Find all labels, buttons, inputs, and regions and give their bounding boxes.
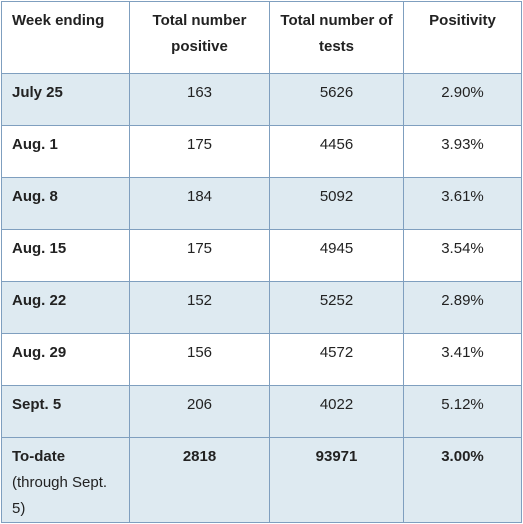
positive-cell: 163 <box>129 73 270 126</box>
positivity-cell: 5.12% <box>403 385 522 438</box>
header-total-tests: Total number of tests <box>269 1 404 74</box>
header-week-ending: Week ending <box>1 1 130 74</box>
week-cell: July 25 <box>1 73 130 126</box>
positive-cell: 156 <box>129 333 270 386</box>
positive-cell: 184 <box>129 177 270 230</box>
week-cell: Aug. 15 <box>1 229 130 282</box>
tests-cell: 4022 <box>269 385 404 438</box>
positivity-cell: 3.41% <box>403 333 522 386</box>
tests-cell: 5092 <box>269 177 404 230</box>
positivity-cell: 2.90% <box>403 73 522 126</box>
week-cell: Aug. 22 <box>1 281 130 334</box>
total-row: To-date (through Sept. 5) 2818 93971 3.0… <box>1 437 522 523</box>
positive-cell: 175 <box>129 229 270 282</box>
tests-cell: 4572 <box>269 333 404 386</box>
positivity-cell: 3.54% <box>403 229 522 282</box>
positive-cell: 152 <box>129 281 270 334</box>
total-label: To-date <box>12 448 66 465</box>
total-positive-cell: 2818 <box>129 437 270 523</box>
positive-cell: 206 <box>129 385 270 438</box>
table-row: Aug. 29 156 4572 3.41% <box>1 333 522 386</box>
tests-cell: 5252 <box>269 281 404 334</box>
table-row: July 25 163 5626 2.90% <box>1 73 522 126</box>
week-cell: Aug. 29 <box>1 333 130 386</box>
positive-cell: 175 <box>129 125 270 178</box>
total-label-cell: To-date (through Sept. 5) <box>1 437 130 523</box>
header-positivity: Positivity <box>403 1 522 74</box>
table-row: Aug. 1 175 4456 3.93% <box>1 125 522 178</box>
header-total-positive: Total number positive <box>129 1 270 74</box>
positivity-cell: 3.93% <box>403 125 522 178</box>
positivity-cell: 3.61% <box>403 177 522 230</box>
tests-cell: 4456 <box>269 125 404 178</box>
table-row: Sept. 5 206 4022 5.12% <box>1 385 522 438</box>
week-cell: Aug. 8 <box>1 177 130 230</box>
week-cell: Sept. 5 <box>1 385 130 438</box>
tests-cell: 5626 <box>269 73 404 126</box>
table-row: Aug. 15 175 4945 3.54% <box>1 229 522 282</box>
tests-cell: 4945 <box>269 229 404 282</box>
total-tests-cell: 93971 <box>269 437 404 523</box>
table-row: Aug. 8 184 5092 3.61% <box>1 177 522 230</box>
positivity-cell: 2.89% <box>403 281 522 334</box>
total-positivity-cell: 3.00% <box>403 437 522 523</box>
table-row: Aug. 22 152 5252 2.89% <box>1 281 522 334</box>
total-label-note: (through Sept. 5) <box>12 474 108 517</box>
week-cell: Aug. 1 <box>1 125 130 178</box>
table-header-row: Week ending Total number positive Total … <box>1 1 522 74</box>
